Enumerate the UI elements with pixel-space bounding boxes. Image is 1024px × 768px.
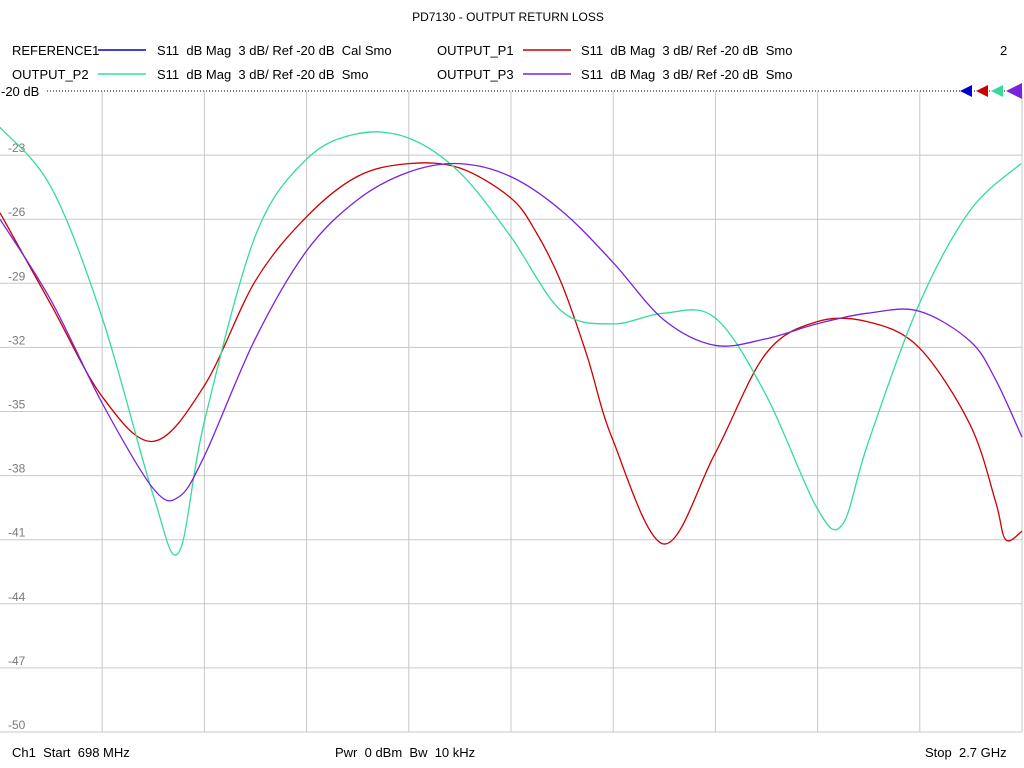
chart-title: PD7130 - OUTPUT RETURN LOSS (412, 10, 604, 24)
y-tick-label: -47 (8, 654, 26, 668)
y-tick-label: -38 (8, 462, 26, 476)
legend-name: OUTPUT_P3 (437, 67, 514, 82)
y-tick-label: -29 (8, 269, 26, 283)
reference-marker-output-p2 (991, 85, 1003, 97)
y-tick-label: -23 (8, 141, 26, 155)
reference-label-bg (0, 83, 46, 99)
legend-name: REFERENCE1 (12, 43, 99, 58)
grid (0, 91, 1023, 733)
reference-label: -20 dB (1, 84, 39, 99)
reference-markers (960, 83, 1022, 99)
legend-description: S11 dB Mag 3 dB/ Ref -20 dB Smo (581, 67, 792, 82)
y-tick-label: -50 (8, 718, 26, 732)
series-lines (0, 126, 1023, 556)
channel-number: 2 (1000, 43, 1007, 58)
legend-entry-output-p2: OUTPUT_P2 S11 dB Mag 3 dB/ Ref -20 dB Sm… (12, 67, 368, 82)
legend-entry-output-p1: OUTPUT_P1 S11 dB Mag 3 dB/ Ref -20 dB Sm… (437, 43, 792, 58)
y-tick-labels: -23 -26 -29 -32 -35 -38 -41 -44 -47 -50 (8, 141, 26, 732)
series-line-output-p3 (0, 162, 1023, 502)
legend-entry-reference1: REFERENCE1 S11 dB Mag 3 dB/ Ref -20 dB C… (12, 43, 392, 58)
legend-name: OUTPUT_P2 (12, 67, 89, 82)
legend-entry-output-p3: OUTPUT_P3 S11 dB Mag 3 dB/ Ref -20 dB Sm… (437, 67, 792, 82)
legend-description: S11 dB Mag 3 dB/ Ref -20 dB Smo (157, 67, 368, 82)
legend-description: S11 dB Mag 3 dB/ Ref -20 dB Smo (581, 43, 792, 58)
legend: REFERENCE1 S11 dB Mag 3 dB/ Ref -20 dB C… (12, 43, 1007, 82)
y-tick-label: -26 (8, 205, 26, 219)
y-tick-label: -41 (8, 526, 26, 540)
footer-start: Ch1 Start 698 MHz (12, 745, 130, 760)
footer-stop: Stop 2.7 GHz (925, 745, 1007, 760)
y-tick-label: -35 (8, 398, 26, 412)
series-line-output-p2 (0, 126, 1022, 556)
y-tick-label: -44 (8, 590, 26, 604)
legend-name: OUTPUT_P1 (437, 43, 514, 58)
footer-power-bandwidth: Pwr 0 dBm Bw 10 kHz (335, 745, 475, 760)
legend-description: S11 dB Mag 3 dB/ Ref -20 dB Cal Smo (157, 43, 392, 58)
y-tick-label: -32 (8, 333, 26, 347)
reference-marker-output-p1 (976, 85, 988, 97)
reference-marker-output-p3 (1006, 83, 1022, 99)
reference-marker-reference1 (960, 85, 972, 97)
series-line-output-p1 (0, 162, 1023, 545)
